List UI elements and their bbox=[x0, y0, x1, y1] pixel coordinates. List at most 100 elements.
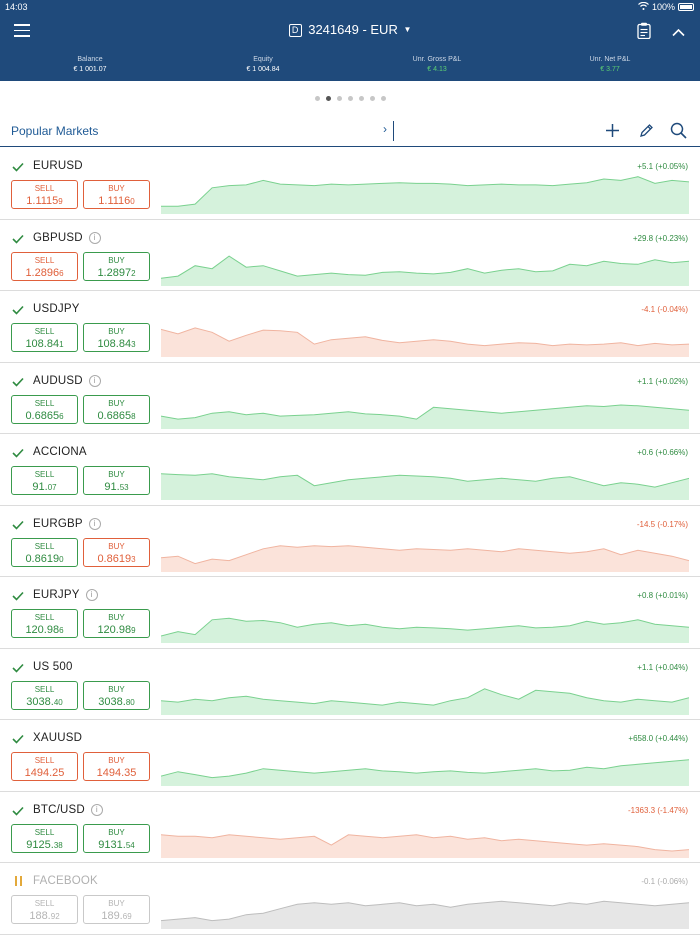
sparkline-area bbox=[161, 688, 689, 715]
market-row[interactable]: USDJPY SELL 108.841 BUY 108.843 -4.1 (-0.04%) bbox=[0, 291, 700, 363]
buy-button[interactable]: BUY 120.989 bbox=[83, 609, 150, 638]
sparkline-line bbox=[161, 254, 689, 279]
price-change: -1363.3 (-1.47%) bbox=[627, 805, 688, 815]
buy-label: BUY bbox=[108, 613, 125, 622]
page-dot[interactable] bbox=[314, 96, 320, 101]
symbol-label: USDJPY bbox=[33, 303, 80, 315]
sell-label: SELL bbox=[34, 255, 55, 265]
info-icon[interactable]: i bbox=[88, 517, 101, 530]
buy-label: BUY bbox=[108, 470, 125, 479]
buy-price: 120.989 bbox=[97, 624, 136, 636]
symbol-label: EURUSD bbox=[33, 160, 83, 172]
sell-button[interactable]: SELL 108.841 bbox=[11, 323, 78, 352]
sell-label: SELL bbox=[34, 684, 55, 694]
chevron-up-icon[interactable] bbox=[672, 24, 685, 42]
check-icon bbox=[12, 445, 24, 463]
page-dot[interactable] bbox=[336, 96, 342, 101]
sparkline-chart bbox=[161, 403, 689, 429]
buy-label: BUY bbox=[108, 899, 125, 908]
market-row[interactable]: FACEBOOK SELL 188.92 BUY 189.69 -0.1 (-0.06%) bbox=[0, 863, 700, 935]
info-icon[interactable]: i bbox=[88, 374, 101, 387]
page-dot[interactable] bbox=[325, 96, 331, 101]
sell-price: 0.86190 bbox=[25, 552, 64, 565]
watchlist-title[interactable]: Popular Markets bbox=[11, 124, 99, 138]
search-icon[interactable] bbox=[670, 122, 687, 144]
buy-label: BUY bbox=[108, 184, 125, 193]
sell-button[interactable]: SELL 1.11159 bbox=[11, 180, 78, 209]
page-dot[interactable] bbox=[358, 96, 364, 101]
page-indicator[interactable] bbox=[0, 96, 700, 101]
sell-button[interactable]: SELL 1494.25 bbox=[11, 752, 78, 781]
sparkline-chart bbox=[161, 687, 689, 715]
buy-price: 108.843 bbox=[97, 338, 136, 350]
buy-button[interactable]: BUY 0.86193 bbox=[83, 537, 150, 567]
buy-price: 9131.54 bbox=[98, 838, 135, 851]
sell-button[interactable]: SELL 91.07 bbox=[11, 466, 78, 495]
page-dot[interactable] bbox=[347, 96, 353, 101]
edit-icon[interactable] bbox=[639, 123, 654, 143]
clipboard-icon[interactable] bbox=[637, 22, 651, 44]
sell-label: SELL bbox=[34, 899, 55, 908]
buy-button[interactable]: BUY 91.53 bbox=[83, 466, 150, 495]
buy-button[interactable]: BUY 1.11160 bbox=[83, 180, 150, 209]
info-icon[interactable]: i bbox=[90, 803, 103, 816]
market-row[interactable]: US 500 SELL 3038.40 BUY 3038.80 +1.1 (+0.04%) bbox=[0, 649, 700, 720]
account-label: 3241649 - EUR bbox=[308, 22, 398, 37]
add-icon[interactable] bbox=[605, 123, 620, 143]
battery-icon bbox=[678, 3, 694, 11]
buy-button[interactable]: BUY 0.68658 bbox=[83, 394, 150, 424]
buy-button[interactable]: BUY 1494.35 bbox=[83, 752, 150, 781]
price-change: +29.8 (+0.23%) bbox=[632, 233, 688, 243]
sell-button[interactable]: SELL 0.86190 bbox=[11, 537, 78, 567]
sell-button[interactable]: SELL 1.28966 bbox=[11, 251, 78, 281]
market-row[interactable]: AUDUSD i SELL 0.68656 BUY 0.68658 +1.1 (+0.02%… bbox=[0, 363, 700, 434]
sell-price: 108.841 bbox=[25, 338, 64, 350]
market-row[interactable]: BTC/USD i SELL 9125.38 BUY 9131.54 -1363.3 (-1… bbox=[0, 792, 700, 863]
sell-button[interactable]: SELL 0.68656 bbox=[11, 394, 78, 424]
check-icon bbox=[12, 731, 24, 749]
buy-button[interactable]: BUY 1.28972 bbox=[83, 251, 150, 281]
sparkline-line bbox=[161, 403, 689, 420]
menu-icon[interactable] bbox=[14, 24, 30, 38]
sell-button[interactable]: SELL 3038.40 bbox=[11, 680, 78, 710]
page-dot[interactable] bbox=[380, 96, 386, 101]
page-dot[interactable] bbox=[369, 96, 375, 101]
info-icon[interactable]: i bbox=[85, 589, 98, 601]
market-row[interactable]: GBPUSD i SELL 1.28966 BUY 1.28972 +29.8 (+0.23… bbox=[0, 220, 700, 291]
buy-label: BUY bbox=[108, 327, 125, 336]
market-row[interactable]: ACCIONA SELL 91.07 BUY 91.53 +0.6 (+0.66%) bbox=[0, 434, 700, 506]
buy-button[interactable]: BUY 108.843 bbox=[83, 323, 150, 352]
buy-button[interactable]: BUY 9131.54 bbox=[83, 823, 150, 853]
sell-label: SELL bbox=[34, 184, 55, 193]
sparkline-area bbox=[161, 901, 689, 929]
info-icon[interactable]: i bbox=[88, 231, 101, 244]
buy-price: 0.86193 bbox=[97, 552, 136, 565]
sparkline-chart bbox=[161, 327, 689, 357]
sell-button[interactable]: SELL 188.92 bbox=[11, 895, 78, 924]
market-row[interactable]: EURJPY i SELL 120.986 BUY 120.989 +0.8 (+0.01%… bbox=[0, 577, 700, 649]
account-selector[interactable]: D 3241649 - EUR ▼ bbox=[0, 22, 700, 37]
price-change: +1.1 (+0.02%) bbox=[637, 376, 688, 386]
watchlist-toolbar: Popular Markets › bbox=[0, 116, 700, 147]
sparkline-line bbox=[161, 900, 689, 922]
market-symbol: AUDUSD i bbox=[33, 374, 101, 387]
buy-button[interactable]: BUY 3038.80 bbox=[83, 680, 150, 710]
symbol-label: EURGBP bbox=[33, 517, 83, 530]
market-row[interactable]: EURGBP i SELL 0.86190 BUY 0.86193 -14.5 (-0.17… bbox=[0, 506, 700, 577]
buy-button[interactable]: BUY 189.69 bbox=[83, 895, 150, 924]
sell-price: 9125.38 bbox=[26, 838, 63, 851]
sell-button[interactable]: SELL 120.986 bbox=[11, 609, 78, 638]
symbol-label: US 500 bbox=[33, 660, 73, 673]
sell-price: 3038.40 bbox=[26, 695, 63, 708]
sparkline-area bbox=[161, 327, 689, 357]
stat-balance: Balance € 1 001.07 bbox=[73, 56, 107, 73]
buy-label: BUY bbox=[108, 541, 125, 551]
sparkline-line bbox=[161, 473, 689, 488]
status-bar: 14:03 100% bbox=[0, 0, 700, 14]
demo-badge: D bbox=[288, 24, 302, 37]
sparkline-area bbox=[161, 176, 689, 214]
market-row[interactable]: XAUUSD SELL 1494.25 BUY 1494.35 +658.0 (+0.44… bbox=[0, 720, 700, 792]
sell-button[interactable]: SELL 9125.38 bbox=[11, 823, 78, 853]
market-row[interactable]: EURUSD SELL 1.11159 BUY 1.11160 +5.1 (+0.05%) bbox=[0, 148, 700, 220]
chevron-right-icon[interactable]: › bbox=[383, 122, 387, 136]
